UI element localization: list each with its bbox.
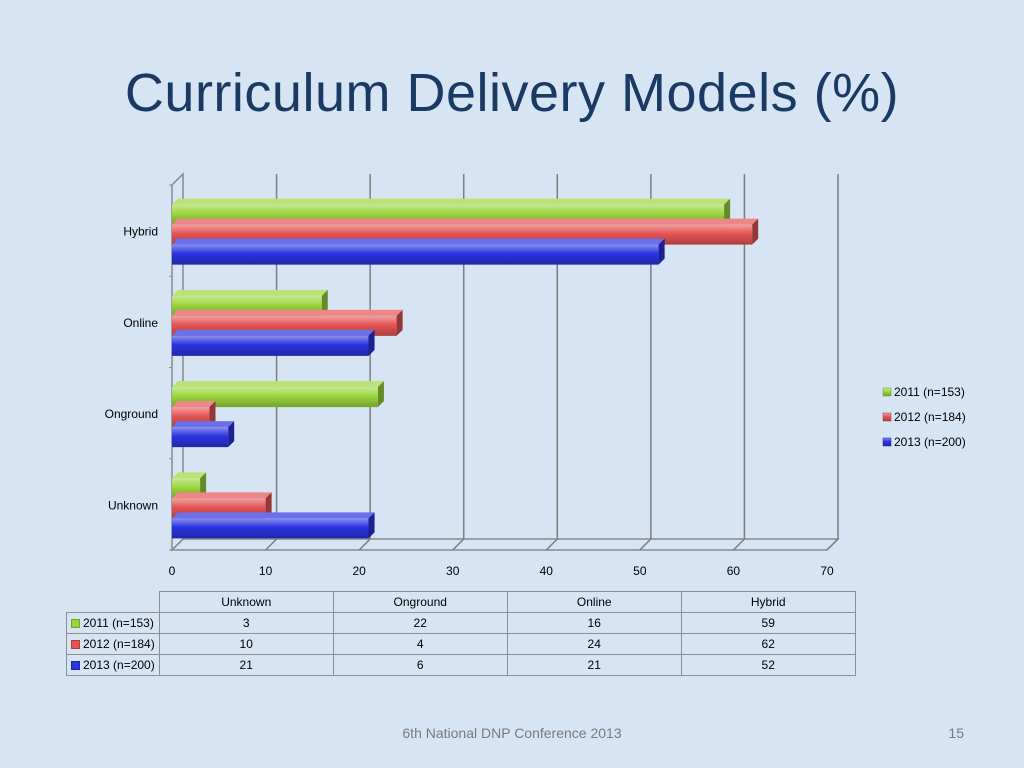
x-tick-labels: 0 10 20 30 40 50 60 70 (169, 564, 834, 578)
category-label: Onground (105, 407, 158, 421)
legend-swatch-icon (882, 387, 892, 397)
bar-2011-onground (172, 381, 384, 408)
gridline-floor (639, 538, 652, 551)
table-cell: 6 (332, 654, 508, 676)
table-row: 2011 (n=153) 3 22 16 59 (66, 612, 856, 634)
legend-swatch-icon (882, 412, 892, 422)
data-table: Unknown Onground Online Hybrid 2011 (n=1… (66, 591, 856, 676)
table-cell: 3 (158, 612, 334, 634)
chart-bars (172, 198, 759, 539)
table-cell: 59 (680, 612, 856, 634)
slide-footer: 6th National DNP Conference 2013 (402, 725, 622, 741)
table-cell: 10 (158, 633, 334, 655)
x-tick-label: 20 (352, 564, 366, 578)
category-label: Unknown (108, 498, 158, 512)
chart-legend: 2011 (n=153) 2012 (n=184) 2013 (n=200) (882, 385, 966, 449)
table-cell: 16 (506, 612, 682, 634)
x-tick-label: 30 (446, 564, 460, 578)
category-label: Online (123, 316, 158, 330)
category-label: Hybrid (123, 225, 158, 239)
legend-swatch-icon (71, 640, 80, 650)
table-row-label: 2012 (n=184) (83, 637, 155, 651)
bar-2013-hybrid (172, 238, 665, 265)
x-tick-label: 70 (820, 564, 834, 578)
gridline-floor (545, 538, 558, 551)
gridline-floor (358, 538, 371, 551)
legend-swatch-icon (71, 619, 80, 629)
bar-2013-onground (172, 421, 235, 448)
x-tick-label: 40 (540, 564, 554, 578)
table-row: 2013 (n=200) 21 6 21 52 (66, 654, 856, 676)
table-header-row: Unknown Onground Online Hybrid (67, 591, 856, 613)
table-cell: 4 (332, 633, 508, 655)
legend-entry: 2012 (n=184) (894, 410, 966, 424)
page-number: 15 (948, 725, 964, 741)
table-row-header: 2013 (n=200) (66, 654, 160, 676)
gridline-floor (732, 538, 745, 551)
legend-swatch-icon (71, 661, 80, 671)
bar-2013-online (172, 329, 375, 356)
table-row-header: 2011 (n=153) (66, 612, 160, 634)
bar-2013-unknown (172, 512, 375, 539)
table-col-header: Hybrid (680, 591, 856, 613)
table-col-header: Unknown (158, 591, 334, 613)
table-row-header: 2012 (n=184) (66, 633, 160, 655)
x-tick-label: 10 (259, 564, 273, 578)
table-cell: 21 (506, 654, 682, 676)
slide-title: Curriculum Delivery Models (%) (124, 63, 900, 123)
x-tick-label: 60 (727, 564, 741, 578)
table-col-header: Online (506, 591, 682, 613)
category-labels: Hybrid Online Onground Unknown (105, 225, 159, 513)
legend-swatch-icon (882, 437, 892, 447)
table-cell: 52 (680, 654, 856, 676)
table-row-label: 2013 (n=200) (83, 658, 155, 672)
table-col-header: Onground (332, 591, 508, 613)
table-cell: 24 (506, 633, 682, 655)
x-tick-label: 0 (169, 564, 176, 578)
legend-entry: 2011 (n=153) (894, 385, 965, 399)
table-row: 2012 (n=184) 10 4 24 62 (66, 633, 856, 655)
gridline-floor (265, 538, 278, 551)
legend-entry: 2013 (n=200) (894, 435, 966, 449)
gridline-floor (452, 538, 465, 551)
table-row-label: 2011 (n=153) (83, 616, 154, 630)
table-cell: 22 (332, 612, 508, 634)
x-tick-label: 50 (633, 564, 647, 578)
table-cell: 21 (158, 654, 334, 676)
bar-chart: Hybrid Online Onground Unknown 0 10 20 30 40 50 6… (105, 172, 966, 578)
table-corner (67, 592, 160, 613)
gridline-floor (826, 538, 839, 551)
table-cell: 62 (680, 633, 856, 655)
